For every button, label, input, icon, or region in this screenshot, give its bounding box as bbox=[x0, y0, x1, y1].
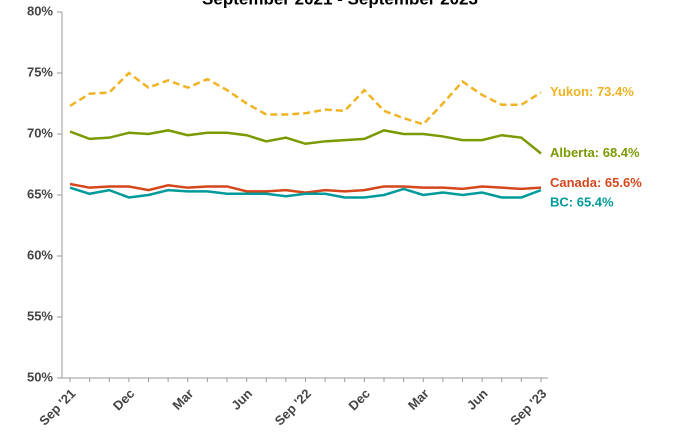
y-tick-label: 55% bbox=[27, 308, 53, 323]
y-tick-label: 80% bbox=[27, 3, 53, 18]
x-tick-label: Sep '23 bbox=[507, 386, 549, 428]
x-tick-label: Dec bbox=[345, 386, 372, 413]
x-tick-label: Dec bbox=[110, 386, 137, 413]
y-tick-label: 50% bbox=[27, 369, 53, 384]
x-tick-label: Sep '22 bbox=[272, 386, 314, 428]
x-tick-label: Jun bbox=[228, 386, 255, 413]
value-label: Alberta: 68.4% bbox=[550, 145, 640, 160]
y-tick-label: 60% bbox=[27, 247, 53, 262]
value-label: Yukon: 73.4% bbox=[550, 84, 634, 99]
x-tick-label: Jun bbox=[464, 386, 491, 413]
series-line bbox=[69, 186, 542, 199]
series-line bbox=[69, 129, 542, 155]
value-label: BC: 65.4% bbox=[550, 195, 614, 210]
chart-title: September 2021 - September 2023 bbox=[202, 0, 478, 8]
y-tick-label: 70% bbox=[27, 125, 53, 140]
x-tick-label: Sep '21 bbox=[36, 386, 78, 428]
x-tick-label: Mar bbox=[405, 386, 432, 413]
value-label: Canada: 65.6% bbox=[550, 175, 642, 190]
series-line bbox=[69, 71, 542, 126]
x-tick-label: Mar bbox=[169, 386, 196, 413]
y-tick-label: 75% bbox=[27, 64, 53, 79]
y-tick-label: 65% bbox=[27, 186, 53, 201]
series-line bbox=[69, 182, 542, 194]
